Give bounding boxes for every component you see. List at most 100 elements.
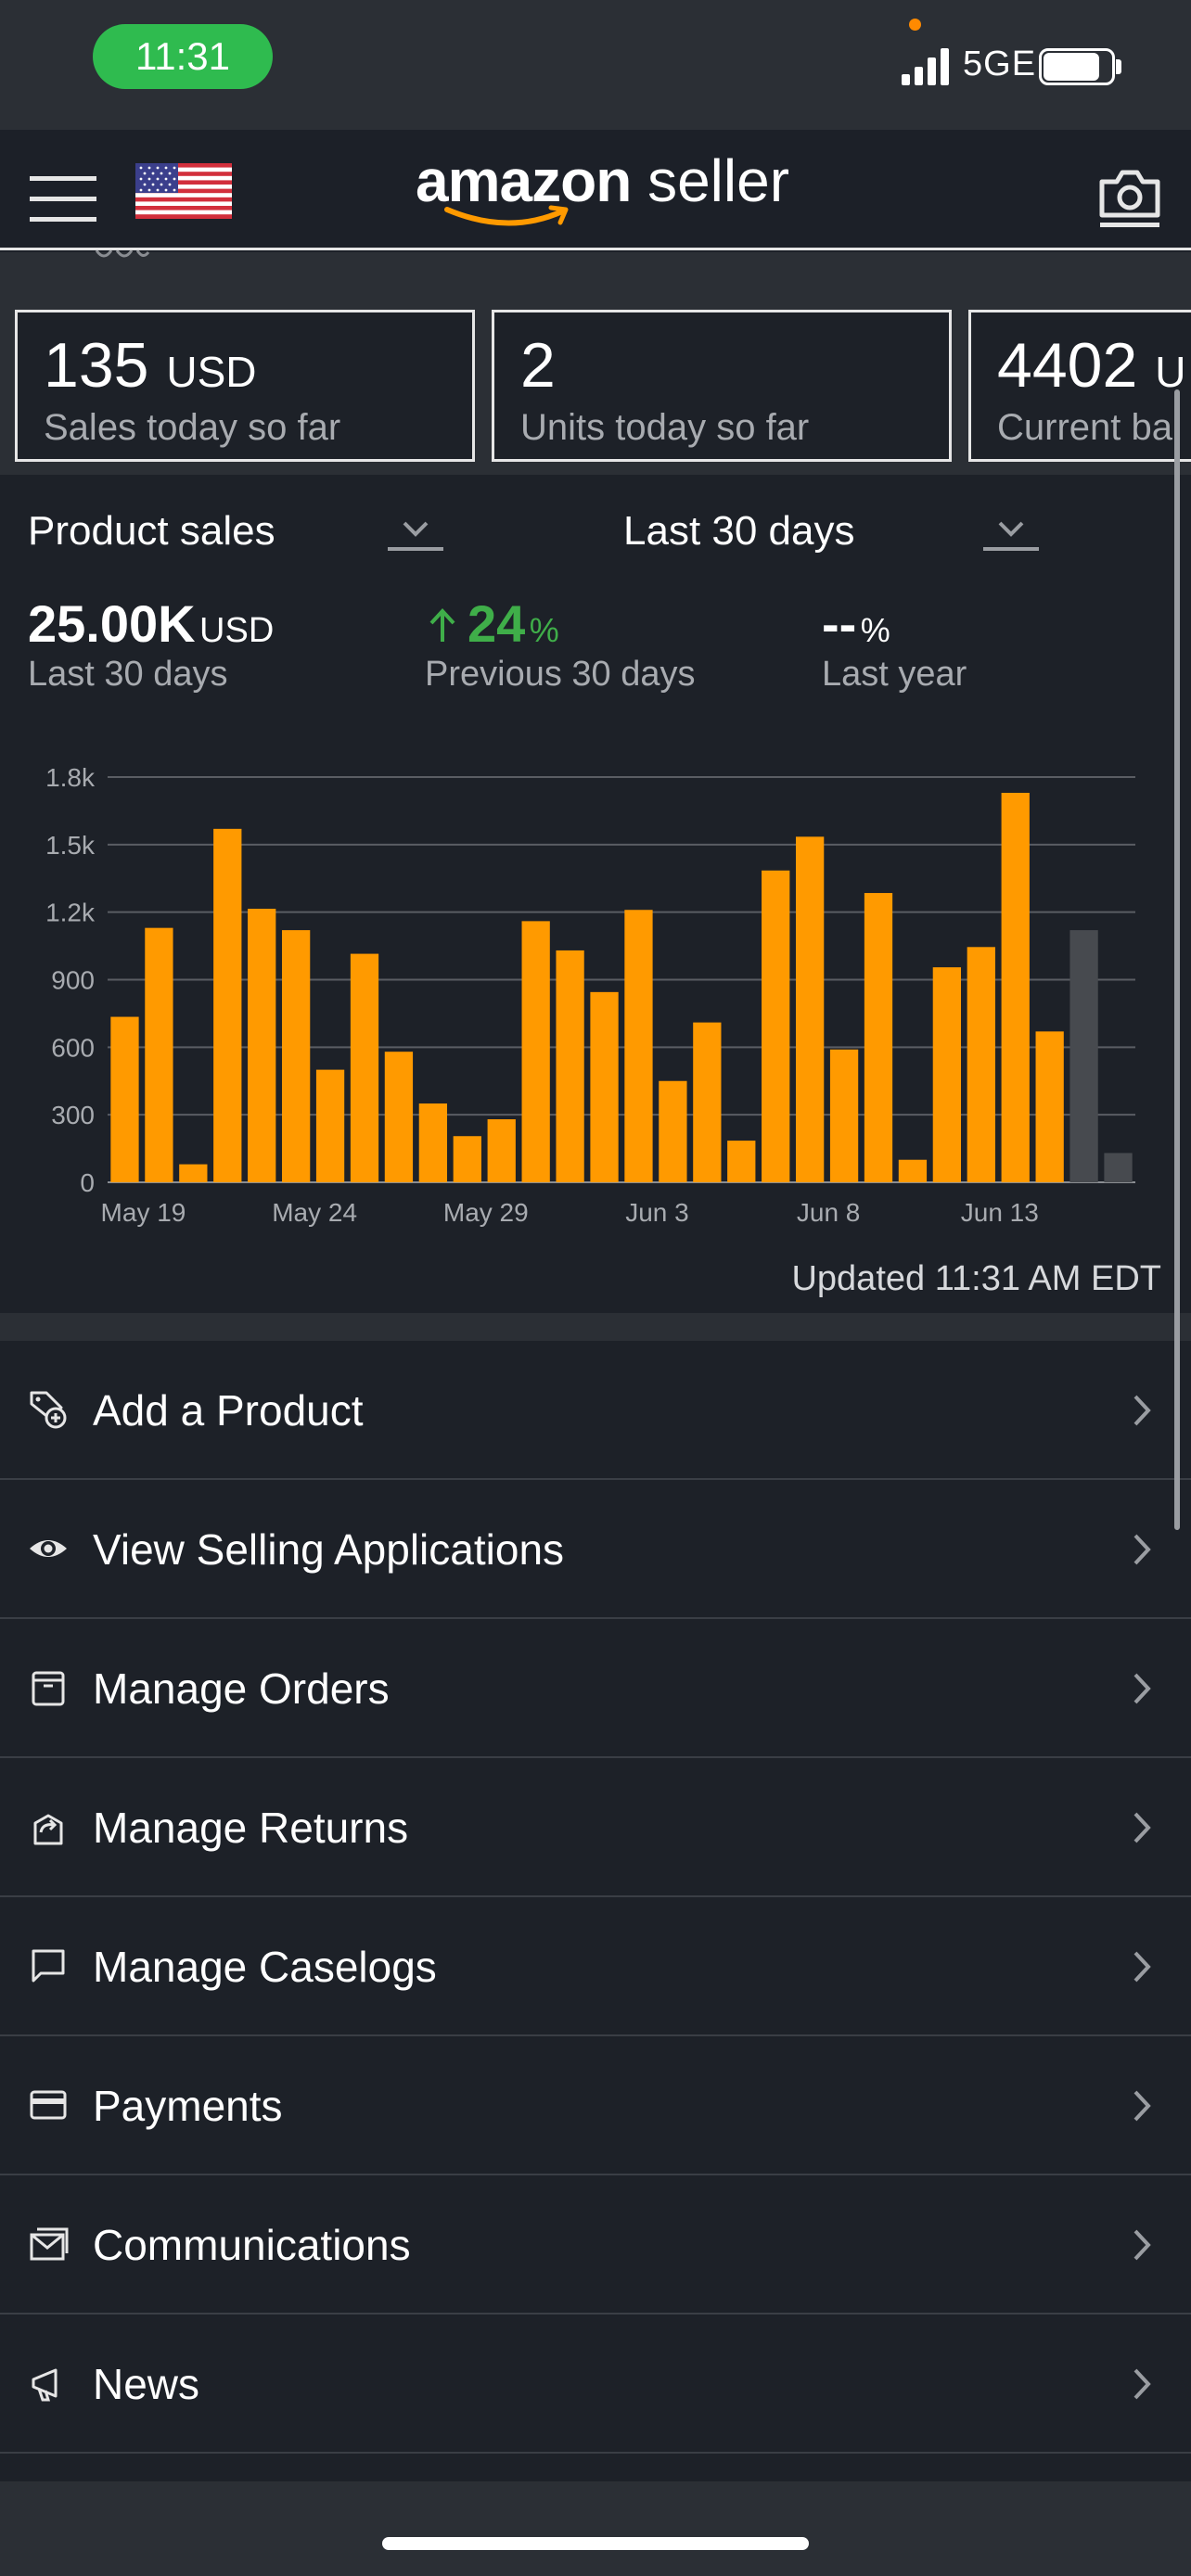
arrow-up-icon: [429, 608, 455, 642]
chevron-right-icon: [1133, 2090, 1151, 2122]
chart-bar[interactable]: [795, 836, 825, 1182]
chevron-right-icon: [1133, 1395, 1151, 1426]
range-dropdown[interactable]: Last 30 days: [623, 508, 855, 555]
kpi-sales-value: 135: [44, 330, 149, 401]
metric-chevron-down-icon[interactable]: [388, 516, 443, 553]
kpi-units-label: Units today so far: [520, 407, 810, 448]
y-tick-label: 900: [51, 966, 95, 995]
camera-icon[interactable]: [1096, 163, 1163, 230]
menu-label-view-selling-applications: View Selling Applications: [93, 1525, 565, 1574]
menu-item-manage-returns[interactable]: Manage Returns: [0, 1758, 1191, 1897]
chart-bar[interactable]: [1035, 1031, 1064, 1182]
chart-bar[interactable]: [1001, 792, 1030, 1182]
menu-item-manage-caselogs[interactable]: Manage Caselogs: [0, 1897, 1191, 2036]
chevron-right-icon: [1133, 1673, 1151, 1704]
chart-bar[interactable]: [1104, 1153, 1133, 1182]
chart-bar[interactable]: [487, 1119, 516, 1182]
add-product-icon: [30, 1391, 67, 1429]
hamburger-menu-icon[interactable]: [30, 172, 96, 226]
amazon-seller-logo: amazon seller: [416, 147, 789, 230]
x-tick-label: May 29: [443, 1198, 529, 1227]
chart-bar[interactable]: [1069, 930, 1098, 1182]
kpi-balance-unit: U: [1155, 348, 1186, 396]
updated-timestamp: Updated 11:31 AM EDT: [791, 1259, 1161, 1298]
us-flag-icon[interactable]: [135, 163, 232, 219]
menu-item-news[interactable]: News: [0, 2315, 1191, 2454]
section-divider: [0, 1313, 1191, 1341]
chart-bar[interactable]: [762, 870, 790, 1182]
menu-item-view-selling-applications[interactable]: View Selling Applications: [0, 1480, 1191, 1619]
x-tick-label: May 19: [101, 1198, 186, 1227]
last-year-metric: -- %: [822, 593, 890, 654]
range-chevron-down-icon[interactable]: [983, 516, 1039, 553]
mail-icon: [30, 2227, 69, 2261]
y-tick-label: 1.8k: [45, 763, 96, 792]
chart-bar[interactable]: [967, 947, 995, 1182]
chart-bar[interactable]: [213, 828, 242, 1182]
chart-bar[interactable]: [384, 1052, 414, 1182]
change-label: Previous 30 days: [425, 655, 696, 694]
chevron-right-icon: [1133, 1534, 1151, 1565]
chart-bar[interactable]: [659, 1080, 687, 1182]
chart-bar[interactable]: [281, 930, 311, 1182]
menu-label-payments: Payments: [93, 2082, 283, 2130]
chart-bar[interactable]: [110, 1016, 139, 1182]
kpi-card-current-balance[interactable]: 4402 U Current ba: [968, 310, 1191, 462]
battery-icon: [1039, 48, 1115, 85]
chevron-right-icon: [1133, 1951, 1151, 1983]
chart-bar[interactable]: [145, 927, 173, 1182]
scrollbar[interactable]: [1174, 389, 1180, 1530]
chart-bar[interactable]: [315, 1069, 345, 1182]
chart-bar[interactable]: [418, 1103, 448, 1182]
chart-bar[interactable]: [624, 910, 653, 1182]
chart-bar[interactable]: [829, 1049, 859, 1182]
menu-label-manage-orders: Manage Orders: [93, 1664, 390, 1713]
chart-bar[interactable]: [864, 893, 893, 1182]
y-tick-label: 300: [51, 1101, 95, 1129]
last-year-label: Last year: [822, 655, 967, 694]
x-tick-label: Jun 8: [797, 1198, 861, 1227]
chart-bar[interactable]: [248, 909, 276, 1182]
kpi-balance-label: Current ba: [997, 407, 1172, 448]
kpi-card-sales-today[interactable]: 135 USD Sales today so far: [15, 310, 475, 462]
y-tick-label: 1.5k: [45, 831, 96, 860]
menu-item-payments[interactable]: Payments: [0, 2036, 1191, 2175]
kpi-balance-value: 4402: [997, 330, 1138, 401]
chevron-right-icon: [1133, 2368, 1151, 2400]
chart-bar[interactable]: [590, 991, 619, 1182]
total-sales-unit: USD: [199, 611, 275, 650]
menu-item-communications[interactable]: Communications: [0, 2175, 1191, 2315]
navigation-menu: Add a Product View Selling Applications …: [0, 1341, 1191, 2454]
y-tick-label: 1.2k: [45, 899, 96, 927]
menu-item-manage-orders[interactable]: Manage Orders: [0, 1619, 1191, 1758]
eye-icon: [30, 1540, 67, 1557]
last-year-value: --: [822, 594, 857, 653]
return-icon: [33, 1814, 63, 1845]
chart-bar[interactable]: [521, 921, 550, 1182]
sales-bar-chart: 0 300 600 900 1.2k 1.5k 1.8k May 19 May 24 May 29…: [45, 763, 1135, 1227]
menu-label-add-product: Add a Product: [93, 1386, 364, 1435]
change-metric: 24 %: [467, 593, 559, 654]
box-icon: [32, 1671, 65, 1706]
kpi-sales-label: Sales today so far: [44, 407, 341, 448]
chart-bar[interactable]: [350, 953, 379, 1182]
chart-bar[interactable]: [932, 967, 962, 1182]
chart-bar[interactable]: [693, 1022, 722, 1182]
logo-text-regular: seller: [647, 147, 789, 214]
x-tick-label: Jun 3: [625, 1198, 689, 1227]
menu-label-manage-caselogs: Manage Caselogs: [93, 1943, 437, 1991]
battery-nub: [1116, 59, 1121, 74]
chart-bar[interactable]: [727, 1141, 756, 1182]
chart-bar[interactable]: [898, 1159, 928, 1182]
chart-bar[interactable]: [453, 1136, 481, 1182]
metric-dropdown[interactable]: Product sales: [28, 508, 275, 555]
home-indicator[interactable]: [382, 2537, 809, 2550]
chart-bar[interactable]: [179, 1164, 208, 1182]
chart-bar[interactable]: [556, 950, 584, 1182]
x-tick-label: May 24: [272, 1198, 357, 1227]
menu-label-news: News: [93, 2360, 200, 2408]
logo-text-bold: amazon: [416, 147, 632, 214]
kpi-card-units-today[interactable]: 2 Units today so far: [492, 310, 952, 462]
kpi-units-value: 2: [520, 330, 556, 401]
menu-item-add-product[interactable]: Add a Product: [0, 1341, 1191, 1480]
